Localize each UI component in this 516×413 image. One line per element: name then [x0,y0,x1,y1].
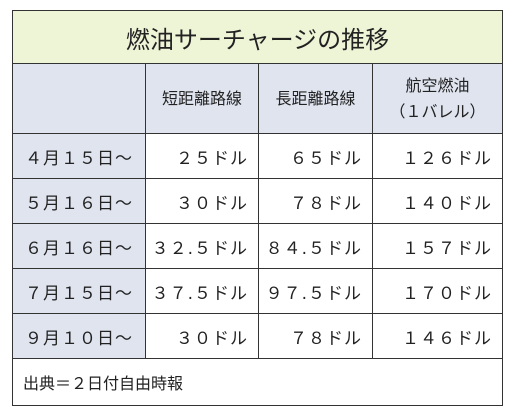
table-body: 燃油サーチャージの推移 短距離路線 長距離路線 航空燃油 （１バレル） ４月１５日～ ２５… [11,10,504,406]
date-cell: ６月１６日～ [12,223,146,269]
data-row: ４月１５日～ ２５ドル ６５ドル １２６ドル [12,133,504,179]
date-cell: ９月１０日～ [12,313,146,359]
value-cell: ８４.５ドル [258,223,373,269]
date-cell: ５月１６日～ [12,178,146,224]
header-row: 短距離路線 長距離路線 航空燃油 （１バレル） [12,63,504,134]
table-title: 燃油サーチャージの推移 [11,10,504,64]
header-line: （１バレル） [389,101,486,121]
data-row: ６月１６日～ ３２.５ドル ８４.５ドル １５７ドル [12,223,504,269]
value-cell: ３０ドル [145,178,259,224]
value-cell: ９７.５ドル [258,268,373,314]
value-cell: １４０ドル [371,178,504,224]
footer-row: 出典＝２日付自由時報 [11,358,504,406]
header-line: 航空燃油 [405,75,470,95]
data-row: ９月１０日～ ３０ドル ７８ドル １４６ドル [12,313,504,359]
value-cell: ７８ドル [258,313,373,359]
title-row: 燃油サーチャージの推移 [11,10,504,64]
header-cell: 航空燃油 （１バレル） [371,63,504,134]
header-line: 長距離路線 [275,88,356,108]
header-cell: 長距離路線 [258,63,373,134]
surcharge-table: 燃油サーチャージの推移 短距離路線 長距離路線 航空燃油 （１バレル） ４月１５日～ ２５… [11,10,504,406]
value-cell: ６５ドル [258,133,373,179]
value-cell: １２６ドル [371,133,504,179]
source-note: 出典＝２日付自由時報 [11,358,504,406]
data-row: ７月１５日～ ３７.５ドル ９７.５ドル １７０ドル [12,268,504,314]
value-cell: １４６ドル [371,313,504,359]
value-cell: ３０ドル [145,313,259,359]
value-cell: ３２.５ドル [145,223,259,269]
date-cell: ４月１５日～ [12,133,146,179]
value-cell: ３７.５ドル [145,268,259,314]
corner-cell [12,63,146,134]
value-cell: １５７ドル [371,223,504,269]
value-cell: １７０ドル [371,268,504,314]
header-line: 短距離路線 [161,88,242,108]
date-cell: ７月１５日～ [12,268,146,314]
data-row: ５月１６日～ ３０ドル ７８ドル １４０ドル [12,178,504,224]
value-cell: ７８ドル [258,178,373,224]
value-cell: ２５ドル [145,133,259,179]
header-cell: 短距離路線 [145,63,259,134]
